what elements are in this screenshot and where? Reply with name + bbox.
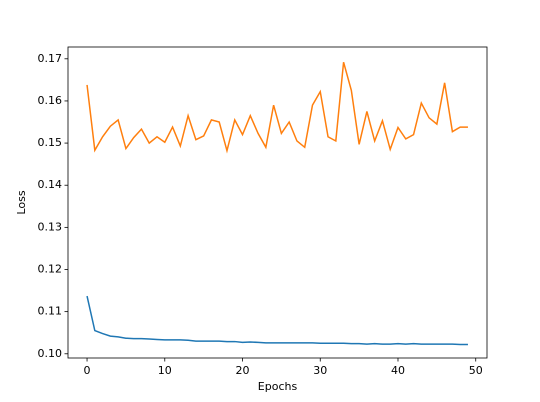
x-tick-label: 40 [391, 364, 405, 377]
y-tick-label: 0.12 [38, 263, 63, 276]
x-tick-label: 30 [313, 364, 327, 377]
y-tick-label: 0.17 [38, 52, 63, 65]
y-axis-label: Loss [15, 190, 28, 214]
y-tick-label: 0.15 [38, 136, 63, 149]
y-tick-label: 0.10 [38, 347, 63, 360]
x-tick-label: 50 [469, 364, 483, 377]
x-tick-label: 20 [236, 364, 250, 377]
plot-frame [67, 46, 488, 359]
y-tick-label: 0.16 [38, 94, 63, 107]
line [86, 61, 468, 154]
y-tick-label: 0.14 [38, 178, 63, 191]
y-tick-label: 0.13 [38, 220, 63, 233]
line [86, 295, 468, 346]
y-tick-label: 0.11 [38, 305, 63, 318]
x-tick-label: 0 [84, 364, 91, 377]
x-axis-label: Epochs [258, 380, 298, 393]
x-tick-label: 10 [158, 364, 172, 377]
